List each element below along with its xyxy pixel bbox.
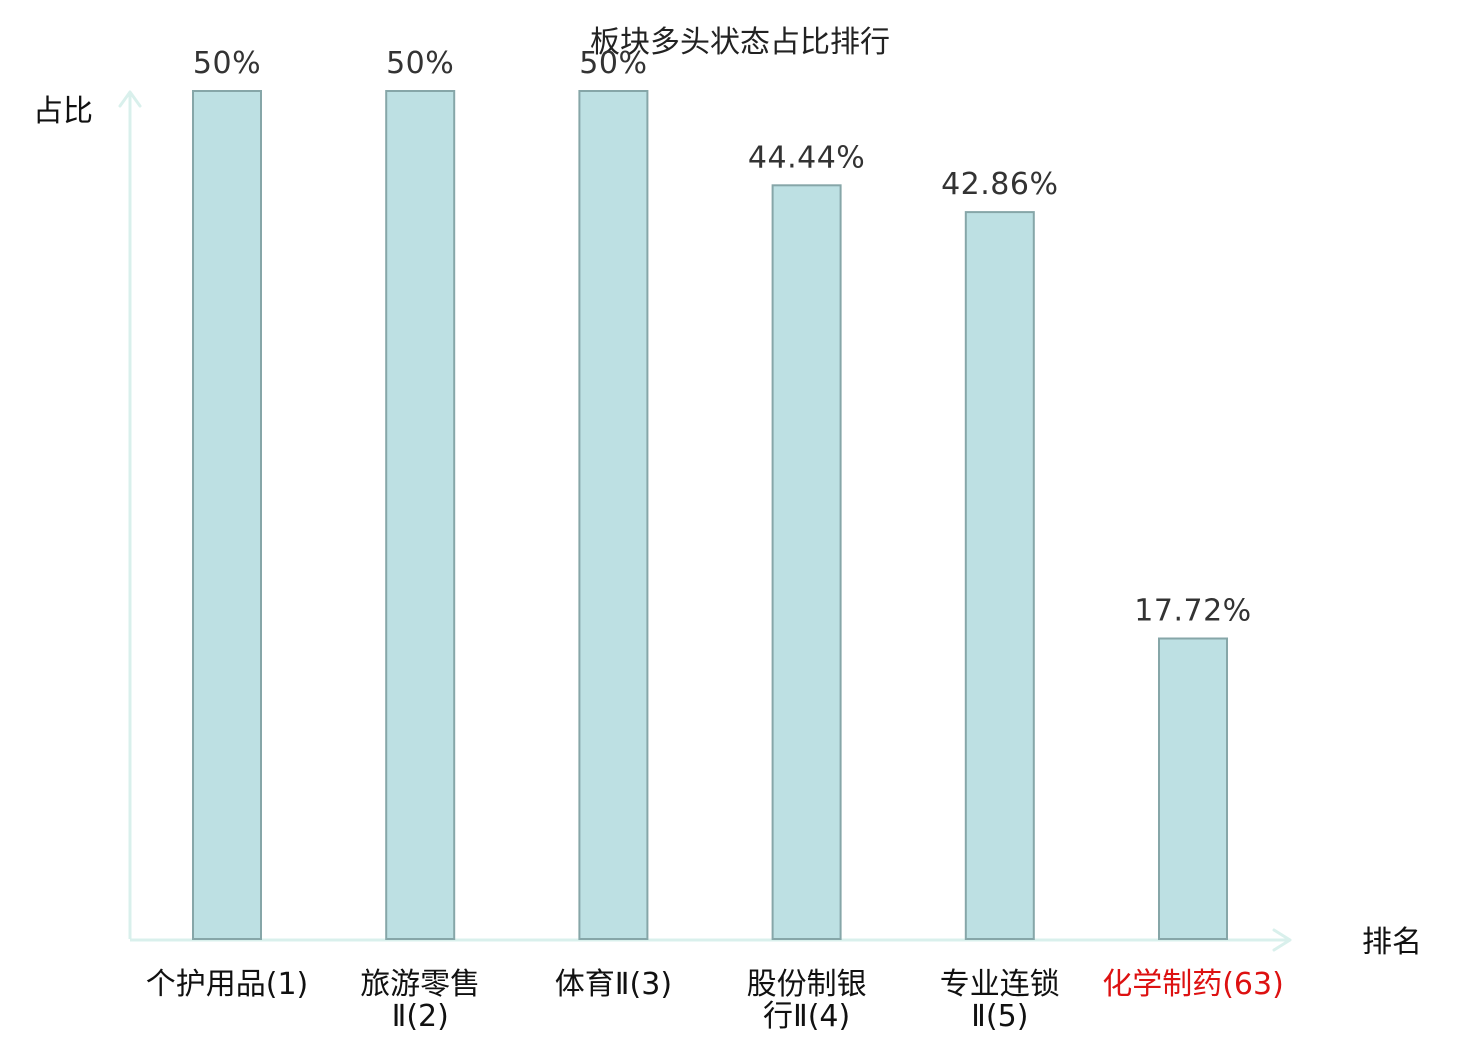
axes xyxy=(118,90,1292,952)
x-axis-label: 排名 xyxy=(1362,925,1422,960)
value-label: 17.72% xyxy=(1134,594,1251,629)
y-axis-label: 占比 xyxy=(33,94,93,129)
x-axis-arrow xyxy=(1272,928,1292,952)
value-label: 50% xyxy=(386,46,454,81)
category-label: 专业连锁 xyxy=(940,967,1060,1002)
bar xyxy=(192,90,262,940)
y-axis-arrow xyxy=(118,90,142,108)
bar xyxy=(771,184,842,941)
value-label: 44.44% xyxy=(748,140,865,175)
bar xyxy=(578,90,649,940)
category-label: Ⅱ(2) xyxy=(392,999,449,1034)
chart-title: 板块多头状态占比排行 xyxy=(590,25,890,60)
category-label: Ⅱ(5) xyxy=(971,999,1028,1034)
category-label: 个护用品(1) xyxy=(146,967,309,1002)
bar xyxy=(1158,637,1228,940)
category-label: 行Ⅱ(4) xyxy=(763,999,850,1034)
value-label: 50% xyxy=(193,46,261,81)
category-label: 股份制银 xyxy=(747,967,867,1002)
category-label: 体育Ⅱ(3) xyxy=(555,967,672,1002)
category-label: 化学制药(63) xyxy=(1102,967,1284,1002)
bar xyxy=(964,211,1035,941)
category-label: 旅游零售 xyxy=(360,967,480,1002)
value-label: 50% xyxy=(579,46,647,81)
value-labels: 50% 50% 50% 44.44% 42.86% 17.72% xyxy=(193,46,1251,629)
bars xyxy=(192,90,1228,941)
bar xyxy=(385,90,456,940)
value-label: 42.86% xyxy=(941,167,1058,202)
